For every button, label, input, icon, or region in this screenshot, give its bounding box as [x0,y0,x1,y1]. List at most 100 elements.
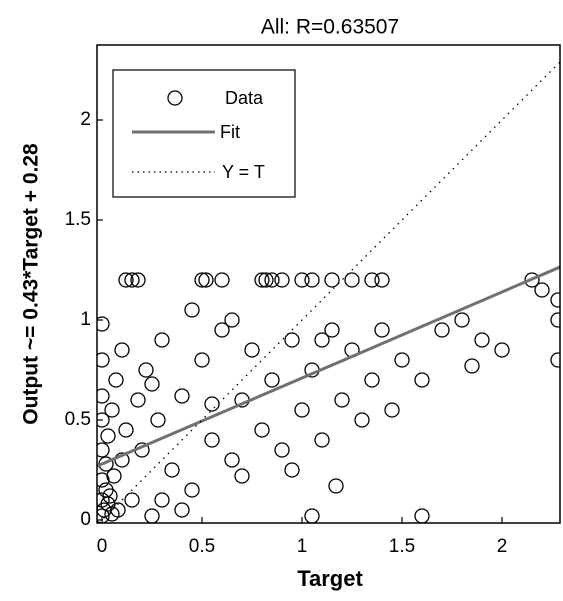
axes-box [96,44,561,524]
data-point [114,342,130,358]
data-point [314,432,330,448]
data-point [328,478,344,494]
data-point [144,508,160,523]
data-point [284,462,300,478]
data-point [130,272,146,288]
data-point [384,402,400,418]
data-point [106,468,122,484]
legend-data-symbol [167,90,183,106]
data-point [314,332,330,348]
data-point [194,272,210,288]
data-point [294,272,310,288]
data-point [304,508,320,523]
data-point [254,422,270,438]
data-point [204,432,220,448]
data-point [434,322,450,338]
data-point [214,322,230,338]
data-point [274,442,290,458]
y-tick-label: 1.5 [65,209,91,230]
data-point [258,272,274,288]
data-point [454,312,470,328]
data-point [97,388,110,404]
data-point [97,442,110,458]
data-point [184,302,200,318]
data-point [284,332,300,348]
chart-title: All: R=0.63507 [261,16,399,39]
legend-fit-label: Fit [220,122,240,142]
data-point [97,352,110,368]
data-point [244,342,260,358]
data-point [374,272,390,288]
data-point [204,396,220,412]
data-point [110,502,126,518]
y-tick-label: 1 [80,309,91,330]
data-point [97,508,110,523]
x-tick-label: 1.5 [389,536,415,557]
data-point [184,482,200,498]
data-point [414,508,430,523]
data-point [374,322,390,338]
data-point [550,292,560,308]
data-point [334,392,350,408]
data-point [97,316,110,332]
data-point [224,452,240,468]
identity-line [98,61,560,523]
legend: Data Fit Y = T [112,69,296,198]
fit-line [97,265,560,468]
x-axis-label: Target [297,566,363,591]
data-point [224,312,240,328]
data-point [324,322,340,338]
data-point [474,332,490,348]
data-point [274,272,290,288]
y-tick-label: 0 [80,509,91,530]
data-point [118,422,134,438]
data-point [198,272,214,288]
data-point [130,392,146,408]
data-point [138,362,154,378]
data-point [174,388,190,404]
data-point [97,412,110,428]
data-point [264,372,280,388]
data-point [118,272,134,288]
legend-reference-label: Y = T [222,162,265,182]
y-tick-label: 2 [80,109,91,130]
data-point [214,272,230,288]
data-point [264,272,280,288]
data-point [354,412,370,428]
data-point [234,468,250,484]
plot-layer [97,61,560,523]
data-point [464,358,480,374]
data-point [104,402,120,418]
data-point [254,272,270,288]
x-tick-label: 0.5 [189,536,215,557]
data-point [174,502,190,518]
data-point [294,402,310,418]
x-tick-label: 2 [497,536,508,557]
data-point [364,372,380,388]
data-point [524,272,540,288]
data-point [154,332,170,348]
data-point [324,272,340,288]
data-point [344,272,360,288]
y-tick-label: 0.5 [65,409,91,430]
x-tick-label: 1 [297,536,308,557]
data-point [394,352,410,368]
y-axis-label: Output ~= 0.43*Target + 0.28 [20,143,43,425]
data-point [414,372,430,388]
data-point [304,272,320,288]
data-point [150,412,166,428]
x-tick-label: 0 [97,536,108,557]
data-point [124,272,140,288]
data-point [534,282,550,298]
legend-data-label: Data [225,88,264,108]
data-point [494,342,510,358]
data-point [108,372,124,388]
data-point [550,312,560,328]
data-point [144,376,160,392]
data-point [364,272,380,288]
data-point [164,462,180,478]
data-point [550,352,560,368]
data-point [124,492,140,508]
data-point [154,492,170,508]
